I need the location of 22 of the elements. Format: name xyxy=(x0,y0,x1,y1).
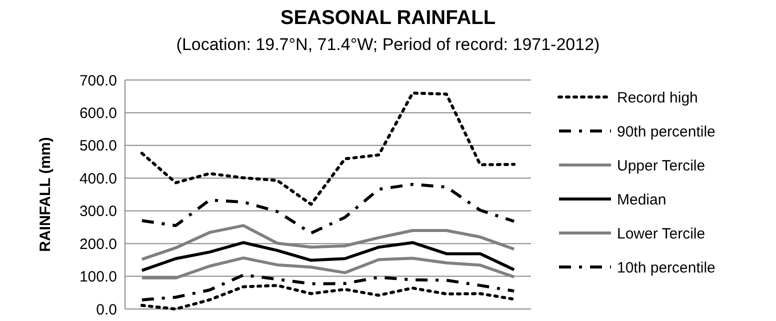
y-tick-label: 600.0 xyxy=(79,104,117,122)
line-series xyxy=(140,92,516,206)
line-series xyxy=(140,273,516,302)
legend-label: Lower Tercile xyxy=(617,225,706,242)
y-tick-label: 100.0 xyxy=(79,268,117,286)
line-series xyxy=(140,182,516,235)
y-tick-label: 700.0 xyxy=(79,72,117,90)
y-tick-label: 400.0 xyxy=(79,170,117,188)
legend-label: 10th percentile xyxy=(617,259,716,276)
y-tick-label: 500.0 xyxy=(79,138,117,155)
legend-label: Upper Tercile xyxy=(617,157,706,174)
chart-title: SEASONAL RAINFALL xyxy=(280,7,496,29)
line-series xyxy=(140,241,516,272)
legend-label: Median xyxy=(617,191,666,208)
y-tick-label: 300.0 xyxy=(79,203,117,220)
y-tick-label: 0.0 xyxy=(96,301,117,318)
legend-label: Record high xyxy=(617,89,698,106)
y-tick-label: 200.0 xyxy=(79,236,117,253)
y-axis-title: RAINFALL (mm) xyxy=(37,137,54,252)
line-series xyxy=(140,284,516,310)
chart-subtitle: (Location: 19.7°N, 71.4°W; Period of record: 1971-2012) xyxy=(176,35,600,54)
legend-label: 90th percentile xyxy=(617,123,716,140)
